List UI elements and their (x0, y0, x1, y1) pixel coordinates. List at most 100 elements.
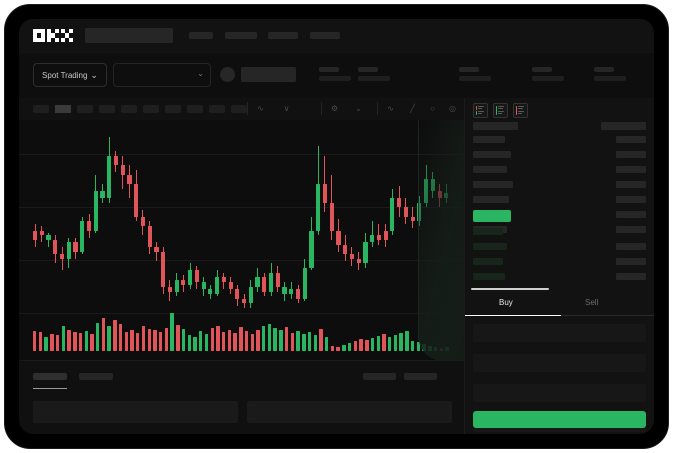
active-tab-underline (33, 388, 67, 389)
chevron-down-icon: ⌄ (197, 69, 204, 78)
order-type-field[interactable] (473, 324, 646, 342)
timeframe-button-5[interactable] (143, 105, 159, 113)
orderbook-bid-row[interactable] (473, 258, 503, 265)
search-input[interactable] (85, 28, 173, 43)
action-cancel-all[interactable] (404, 373, 437, 380)
market-type-label: Spot Trading (42, 70, 88, 80)
candle (329, 120, 334, 325)
tab-sell[interactable]: Sell (585, 298, 599, 307)
timeframe-button-4[interactable] (121, 105, 137, 113)
stat-label (319, 67, 339, 72)
orderbook-bid-row[interactable] (473, 273, 505, 280)
orderbook-bid-row[interactable] (473, 243, 507, 250)
orderbook-bid-row[interactable] (473, 228, 503, 235)
candle (181, 120, 186, 325)
orderbook-ask-row[interactable] (473, 151, 511, 158)
volume-bar (187, 334, 192, 351)
measure-icon[interactable]: ╱ (410, 104, 415, 113)
timeframe-button-6[interactable] (165, 105, 181, 113)
tab-buy[interactable]: Buy (499, 298, 513, 307)
orderbook-view-both-icon[interactable] (473, 103, 488, 118)
candle (167, 120, 172, 325)
tab-open-orders[interactable] (33, 373, 67, 380)
candle (349, 120, 355, 325)
gridline-3 (19, 312, 467, 314)
orderbook-ask-total (616, 226, 646, 233)
line-chart-icon[interactable]: ∿ (387, 104, 394, 113)
action-hide-other-pairs[interactable] (363, 373, 396, 380)
nav-item-4[interactable] (310, 32, 340, 39)
candle (316, 120, 321, 325)
orderbook-view-asks-icon[interactable] (513, 103, 528, 118)
orderbook-ask-row[interactable] (473, 196, 509, 203)
amount-field[interactable] (473, 384, 646, 402)
compare-icon[interactable]: ∨ (283, 104, 290, 113)
candle (262, 120, 267, 325)
volume-bar (90, 333, 94, 351)
price-chart[interactable] (19, 120, 467, 361)
candle-body (221, 277, 226, 283)
price-field[interactable] (473, 354, 646, 372)
orderbook-ask-row[interactable] (473, 181, 513, 188)
timeframe-button-8[interactable] (209, 105, 225, 113)
market-type-dropdown[interactable]: Spot Trading ⌄ (33, 63, 107, 87)
alert-icon[interactable]: ○ (430, 104, 435, 113)
okx-logo[interactable] (33, 29, 73, 42)
tab-order-history[interactable] (79, 373, 113, 380)
volume-bar (113, 319, 117, 351)
candle (215, 120, 220, 325)
timeframe-button-1[interactable] (55, 105, 71, 113)
candle-body (86, 221, 92, 231)
candle-body (161, 251, 166, 287)
order-row-placeholder (33, 401, 238, 423)
candle-body (302, 268, 307, 299)
volume-bar (313, 334, 317, 351)
orderbook-ask-total (616, 211, 646, 218)
timeframe-button-2[interactable] (77, 105, 93, 113)
timeframe-button-0[interactable] (33, 105, 49, 113)
candle-body (215, 277, 220, 294)
candle (53, 120, 58, 325)
candle-body (201, 282, 206, 290)
orderbook-ask-row[interactable] (473, 136, 505, 143)
nav-item-3[interactable] (268, 32, 298, 39)
volume-bar (170, 313, 174, 351)
candle-body (383, 230, 388, 241)
volume-bar (296, 331, 300, 351)
candle-body (370, 235, 375, 243)
volume-bar (307, 332, 312, 351)
orderbook-spread-highlight (473, 210, 511, 222)
volume-bar (359, 338, 363, 351)
timeframe-button-3[interactable] (99, 105, 115, 113)
toolbar-divider-0 (247, 102, 248, 115)
candle-body (93, 190, 98, 231)
volume-series (19, 311, 467, 351)
orderbook-view-bids-icon[interactable] (493, 103, 508, 118)
toolbar-divider-1 (321, 102, 322, 115)
candle (73, 120, 78, 325)
orderbook-rows[interactable] (465, 122, 654, 292)
volume-bar (55, 334, 60, 351)
candle-wick (48, 233, 50, 248)
settings-icon[interactable]: ⚙ (330, 104, 339, 113)
volume-bar (44, 336, 48, 351)
orderbook-scrollbar[interactable] (471, 288, 549, 290)
candle-body (356, 258, 361, 264)
chevron-down-icon[interactable]: ⌄ (355, 104, 362, 113)
timeframe-button-7[interactable] (187, 105, 203, 113)
active-tab-underline (465, 315, 561, 316)
timeframe-button-9[interactable] (231, 105, 247, 113)
candle (248, 120, 253, 325)
trading-pair-selector[interactable]: ⌄ (113, 63, 211, 87)
nav-item-1[interactable] (189, 32, 213, 39)
submit-order-button[interactable] (473, 411, 646, 428)
candle-body (262, 277, 267, 292)
indicator-icon[interactable]: ∿ (257, 104, 264, 113)
volume-bar (250, 333, 254, 351)
candle-wick (378, 223, 380, 245)
candle (370, 120, 375, 325)
orderbook-ask-row[interactable] (473, 166, 507, 173)
nav-item-2[interactable] (225, 32, 257, 39)
camera-icon[interactable]: ◎ (449, 104, 456, 113)
volume-bar (130, 330, 134, 351)
